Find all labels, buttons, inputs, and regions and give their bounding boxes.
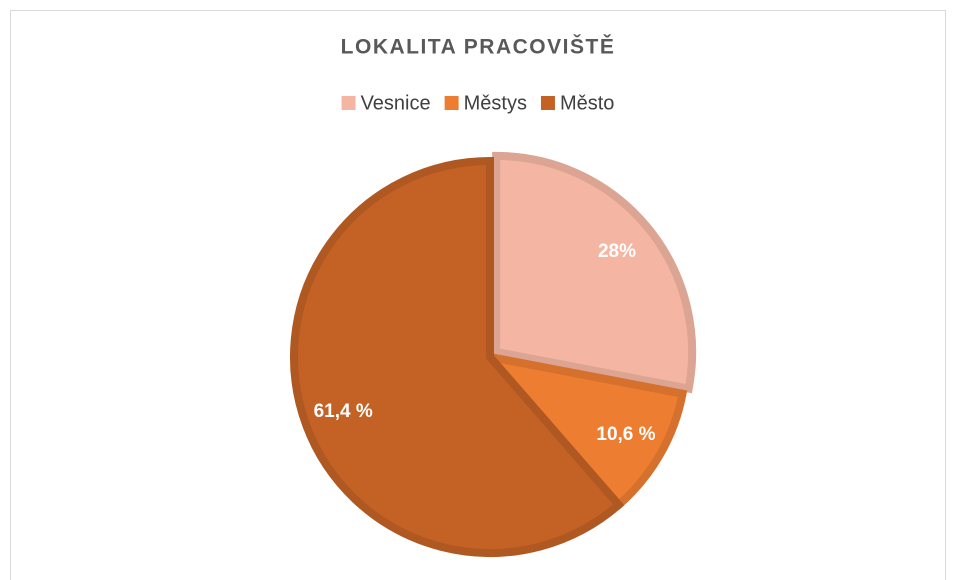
legend: Vesnice Městys Město bbox=[341, 92, 614, 114]
chart-title: LOKALITA PRACOVIŠTĚ bbox=[341, 35, 616, 59]
data-label: 28% bbox=[598, 241, 636, 262]
legend-label: Vesnice bbox=[361, 92, 431, 114]
legend-swatch bbox=[540, 96, 555, 110]
legend-swatch bbox=[444, 96, 459, 110]
data-label: 61,4 % bbox=[314, 401, 373, 422]
legend-label: Městys bbox=[464, 92, 527, 114]
legend-label: Město bbox=[560, 92, 614, 114]
pie-slice bbox=[479, 350, 688, 511]
data-label: 10,6 % bbox=[596, 424, 655, 445]
pie-slice bbox=[290, 156, 625, 557]
pie-slice bbox=[492, 151, 697, 394]
legend-swatch bbox=[341, 96, 356, 110]
